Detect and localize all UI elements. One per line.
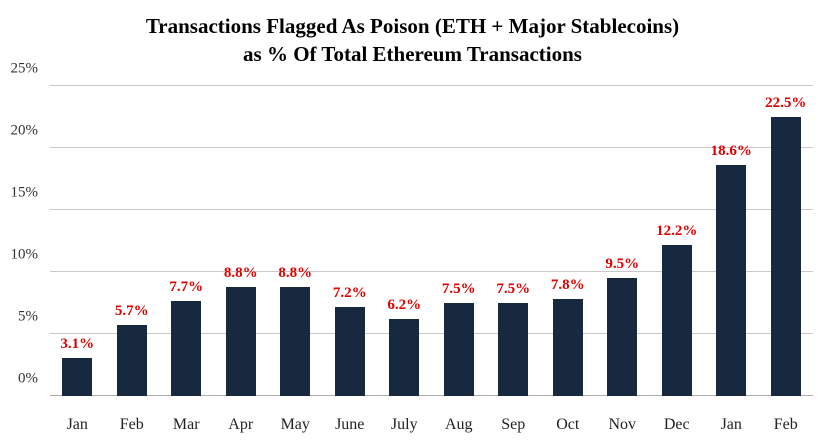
bar: [389, 319, 420, 396]
bar-value-label: 18.6%: [710, 143, 752, 160]
bar: [171, 300, 202, 396]
gridline: [50, 395, 813, 396]
bar-value-label: 3.1%: [60, 335, 95, 352]
bar-column: 18.6%: [704, 86, 759, 396]
bar-column: 6.2%: [377, 86, 432, 396]
x-axis-label: Oct: [556, 416, 580, 433]
x-axis-label: Feb: [119, 416, 144, 433]
x-axis-label: Jan: [720, 416, 742, 433]
y-axis-label: 20%: [10, 122, 39, 139]
chart-title-line-2: as % Of Total Ethereum Transactions: [243, 42, 582, 67]
bar: [225, 286, 256, 396]
bar: [716, 165, 747, 396]
x-axis-label: Mar: [172, 416, 200, 433]
x-axis-label: Sep: [501, 416, 526, 433]
y-axis-label: 0%: [18, 370, 38, 387]
bar: [498, 303, 529, 396]
bar-column: 8.8%: [214, 86, 269, 396]
bar: [116, 325, 147, 396]
bar-column: 5.7%: [105, 86, 160, 396]
bar-column: 7.7%: [159, 86, 214, 396]
bar-value-label: 22.5%: [765, 95, 807, 111]
x-axis-label: July: [390, 416, 418, 433]
bar: [552, 299, 583, 396]
bar-value-label: 8.8%: [278, 264, 313, 281]
bar-column: 12.2%: [650, 86, 705, 396]
bar-value-label: 6.2%: [387, 297, 422, 314]
bar-column: 9.5%: [595, 86, 650, 396]
bars-layer: 3.1% 5.7% 7.7% 8.8% 8.8% 7.2% 6.2% 7.5% 7.5% 7.8%…: [50, 86, 813, 396]
bar: [770, 117, 801, 396]
chart-title-line-1: Transactions Flagged As Poison (ETH + Ma…: [145, 14, 680, 38]
x-axis-label: Feb: [773, 416, 798, 433]
bar-value-label: 8.8%: [223, 264, 258, 281]
bar-value-label: 7.5%: [441, 281, 476, 297]
plot-area: 3.1% 5.7% 7.7% 8.8% 8.8% 7.2% 6.2% 7.5% 7.5% 7.8%…: [50, 85, 813, 396]
bar: [334, 306, 365, 396]
gridline: [50, 271, 813, 272]
gridline: [50, 333, 813, 334]
bar-column: 7.8%: [541, 86, 596, 396]
bar-value-label: 12.2%: [656, 222, 698, 239]
bar-column: 22.5%: [759, 86, 814, 396]
bar-value-label: 7.5%: [496, 281, 531, 297]
bar-value-label: 7.7%: [169, 278, 204, 295]
gridline: [50, 85, 813, 86]
bar: [280, 286, 311, 396]
bar: [62, 357, 93, 396]
bar-value-label: 7.2%: [332, 284, 367, 301]
x-axis-label: June: [335, 416, 365, 433]
bar-value-label: 9.5%: [605, 256, 640, 273]
x-axis-label: Apr: [228, 416, 254, 433]
x-axis-label: Dec: [663, 416, 690, 433]
bar-column: 7.5%: [432, 86, 487, 396]
gridline: [50, 209, 813, 210]
bar-value-label: 7.8%: [550, 277, 585, 294]
bar-column: 8.8%: [268, 86, 323, 396]
chart-title: Transactions Flagged As Poison (ETH + Ma…: [0, 12, 825, 69]
x-axis-label: Jan: [66, 416, 88, 433]
bar: [443, 303, 474, 396]
y-axis-label: 5%: [18, 308, 38, 325]
y-axis-label: 25%: [10, 60, 39, 77]
bar-column: 7.5%: [486, 86, 541, 396]
bar-value-label: 5.7%: [114, 303, 149, 320]
bar: [661, 244, 692, 396]
x-axis-label: Nov: [608, 416, 637, 433]
y-axis-label: 15%: [10, 184, 39, 201]
x-axis-label: Aug: [444, 416, 473, 433]
y-axis-label: 10%: [10, 246, 39, 263]
y-axis: 0% 5% 10% 15% 20% 25%: [0, 61, 44, 396]
gridline: [50, 147, 813, 148]
bar: [607, 278, 638, 396]
x-axis-label: May: [280, 416, 310, 433]
bar-column: 3.1%: [50, 86, 105, 396]
bar-column: 7.2%: [323, 86, 378, 396]
x-axis: Jan Feb Mar Apr May June July Aug Sep Oct Nov Dec Ja…: [50, 416, 813, 434]
